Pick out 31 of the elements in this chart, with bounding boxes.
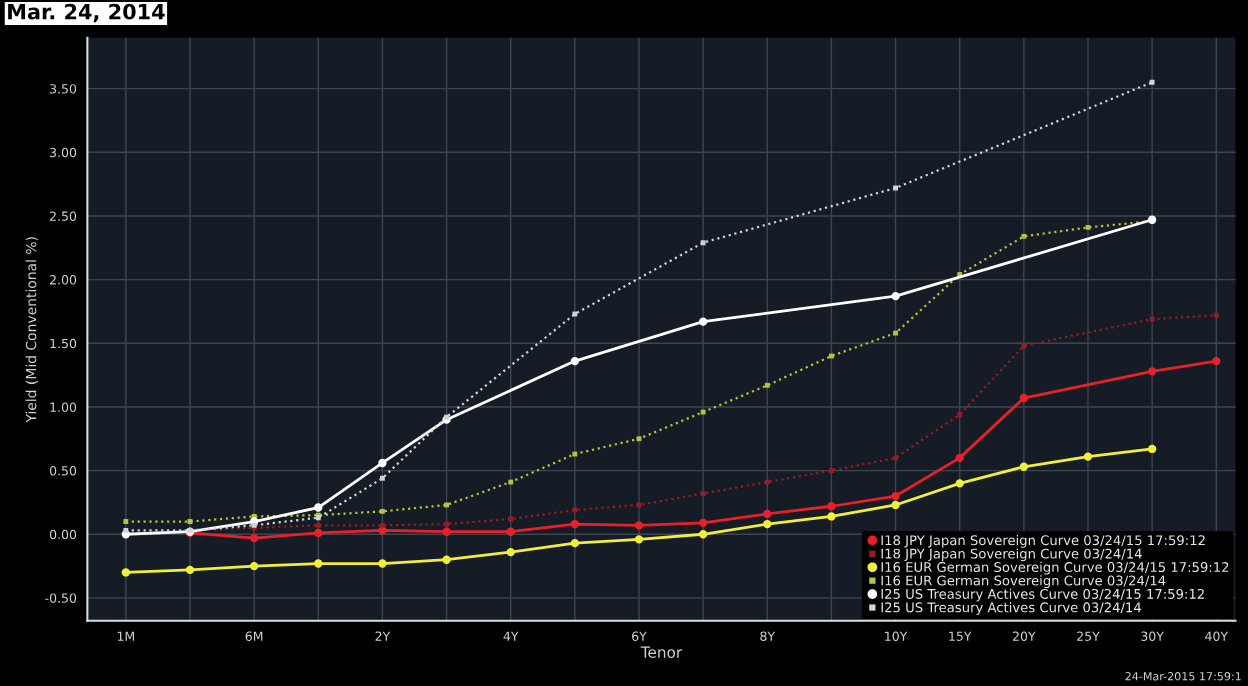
x-tick-label: 40Y — [1205, 631, 1229, 641]
x-tick-label: 25Y — [1077, 631, 1100, 641]
y-tick-label: 1.50 — [50, 338, 77, 349]
legend-label: I16 EUR German Sovereign Curve 03/24/15 17:59:12 — [881, 561, 1229, 575]
legend-label: I18 JPY Japan Sovereign Curve 03/24/15 17:59:12 — [881, 534, 1205, 548]
chart-title: Mar. 24, 2014 — [8, 3, 165, 23]
x-tick-label: 20Y — [1012, 631, 1036, 641]
x-tick-label: 4Y — [503, 631, 519, 641]
x-tick-label: 1M — [117, 631, 134, 641]
legend-label: I25 US Treasury Actives Curve 03/24/14 — [881, 602, 1141, 615]
x-tick-label: 6Y — [632, 631, 647, 641]
legend-label: I25 US Treasury Actives Curve 03/24/15 17:59:12 — [881, 588, 1204, 602]
x-tick-label: 2Y — [375, 631, 391, 641]
y-tick-label: 0.50 — [49, 466, 77, 476]
y-tick-label: 0.00 — [49, 529, 77, 540]
x-axis-title: Tenor — [640, 646, 683, 658]
legend-label: I16 EUR German Sovereign Curve 03/24/14 — [881, 575, 1166, 589]
y-tick-label: 1.00 — [50, 402, 77, 412]
legend-label: I18 JPY Japan Sovereign Curve 03/24/14 — [881, 548, 1142, 562]
y-tick-label: 2.00 — [50, 275, 77, 285]
x-tick-label: 15Y — [949, 631, 972, 641]
text: 24-Mar-2015 17:59:1 — [1125, 672, 1241, 681]
x-tick-label: 8Y — [760, 631, 776, 641]
x-tick-label: 30Y — [1141, 631, 1164, 641]
y-tick-label: -0.50 — [45, 593, 77, 603]
y-tick-label: 3.50 — [50, 84, 77, 94]
y-tick-label: 2.50 — [50, 211, 77, 221]
y-axis-title: Yield (Mid Conventional %) — [25, 237, 38, 423]
x-tick-label: 6M — [245, 631, 263, 641]
y-tick-label: 3.00 — [50, 147, 77, 158]
x-tick-label: 10Y — [885, 631, 908, 641]
